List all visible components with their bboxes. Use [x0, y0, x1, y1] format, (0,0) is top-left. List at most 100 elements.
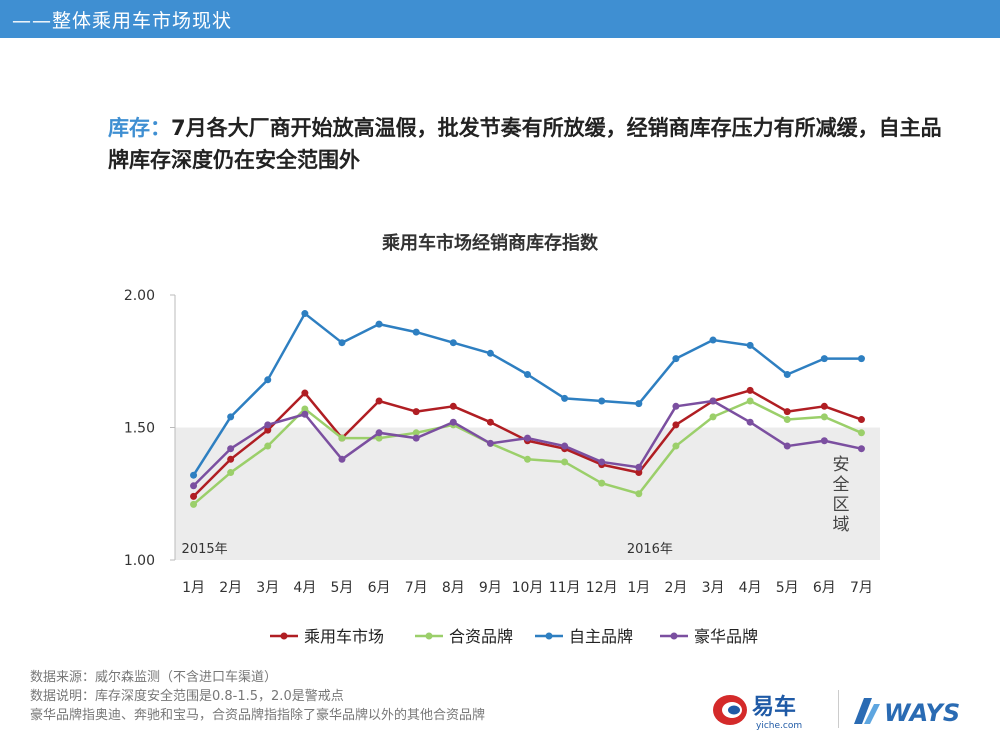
data-point: [375, 320, 383, 328]
data-point: [672, 355, 680, 363]
x-tick-label: 12月: [586, 580, 618, 596]
data-point: [486, 418, 494, 426]
data-point: [301, 405, 309, 413]
legend-label: 乘用车市场: [304, 627, 384, 646]
legend-swatch-dot: [545, 632, 553, 640]
x-tick-label: 10月: [512, 580, 544, 596]
data-point: [227, 413, 235, 421]
footnote-explanation: 数据说明：库存深度安全范围是0.8-1.5，2.0是警戒点: [30, 689, 344, 704]
x-tick-label: 3月: [702, 580, 725, 596]
data-point: [375, 429, 383, 437]
headline-text: 7月各大厂商开始放高温假，批发节奏有所放缓，经销商库存压力有所减缓，自主品牌库存…: [108, 116, 942, 172]
x-tick-label: 6月: [368, 580, 391, 596]
data-point: [338, 455, 346, 463]
data-point: [746, 397, 754, 405]
ways-logo-text: WAYS: [884, 699, 960, 727]
y-tick-label: 1.50: [124, 421, 155, 437]
page-title: ——整体乘用车市场现状: [12, 10, 233, 32]
ways-logo-mark: [854, 698, 872, 724]
legend-swatch-dot: [280, 632, 288, 640]
data-point: [449, 418, 457, 426]
x-tick-label: 8月: [442, 580, 465, 596]
data-point: [709, 397, 717, 405]
x-tick-label: 4月: [293, 580, 316, 596]
data-point: [301, 410, 309, 418]
data-point: [635, 469, 643, 477]
data-point: [635, 463, 643, 471]
data-point: [190, 482, 198, 490]
data-point: [190, 471, 198, 479]
data-point: [635, 400, 643, 408]
data-point: [375, 434, 383, 442]
data-point: [227, 445, 235, 453]
yiche-logo-sub: yiche.com: [756, 721, 802, 731]
data-point: [264, 442, 272, 450]
logo-divider: [838, 690, 839, 728]
x-tick-label: 11月: [549, 580, 581, 596]
data-point: [338, 339, 346, 347]
data-point: [820, 437, 828, 445]
footnote-source: 数据来源：威尔森监测（不含进口车渠道）: [30, 670, 278, 685]
data-point: [709, 413, 717, 421]
data-point: [227, 455, 235, 463]
y-tick-label: 2.00: [124, 288, 155, 304]
data-point: [301, 389, 309, 397]
data-point: [561, 458, 569, 466]
data-point: [857, 445, 865, 453]
data-point: [264, 421, 272, 429]
legend-swatch-dot: [670, 632, 678, 640]
data-point: [375, 397, 383, 405]
x-tick-label: 5月: [776, 580, 799, 596]
x-tick-label: 4月: [739, 580, 762, 596]
legend-label: 自主品牌: [569, 627, 633, 646]
data-point: [524, 371, 531, 378]
data-point: [635, 490, 643, 498]
x-tick-label: 7月: [850, 580, 873, 596]
data-point: [783, 408, 791, 416]
data-point: [338, 434, 346, 442]
data-point: [672, 442, 680, 450]
yiche-logo-text: 易车: [752, 694, 796, 720]
data-point: [709, 336, 717, 344]
headline-key: 库存: [108, 116, 150, 140]
x-tick-label: 1月: [627, 580, 650, 596]
data-point: [783, 442, 791, 450]
data-point: [486, 349, 494, 357]
data-point: [412, 408, 420, 416]
headline-separator: ：: [150, 116, 171, 140]
ways-logo: WAYS: [854, 698, 960, 727]
header-bar: ——整体乘用车市场现状: [0, 0, 1000, 38]
data-point: [190, 492, 198, 500]
data-point: [561, 442, 569, 450]
data-point: [820, 413, 828, 421]
data-point: [486, 439, 494, 447]
data-point: [672, 402, 680, 410]
legend-swatch-dot: [425, 632, 433, 640]
x-tick-label: 9月: [479, 580, 502, 596]
footnote-definition: 豪华品牌指奥迪、奔驰和宝马，合资品牌指指除了豪华品牌以外的其他合资品牌: [30, 708, 486, 723]
safe-zone-label: 安全区域: [833, 455, 850, 535]
data-point: [412, 434, 420, 442]
x-tick-label: 3月: [256, 580, 279, 596]
data-point: [820, 355, 828, 363]
data-point: [857, 355, 865, 363]
data-point: [598, 458, 606, 466]
data-point: [449, 402, 457, 410]
x-tick-label: 2月: [664, 580, 687, 596]
x-tick-label: 2月: [219, 580, 242, 596]
x-tick-label: 1月: [182, 580, 205, 596]
data-point: [524, 455, 531, 463]
data-point: [227, 469, 235, 477]
data-point: [746, 341, 754, 349]
data-point: [524, 434, 531, 442]
data-point: [264, 376, 272, 384]
data-point: [857, 416, 865, 424]
data-point: [746, 386, 754, 394]
y-tick-label: 1.00: [124, 553, 155, 569]
footnotes: 数据来源：威尔森监测（不含进口车渠道） 数据说明：库存深度安全范围是0.8-1.…: [30, 668, 485, 725]
legend-label: 合资品牌: [449, 627, 513, 646]
data-point: [412, 429, 420, 437]
year-label: 2016年: [627, 542, 673, 557]
legend-label: 豪华品牌: [694, 627, 758, 646]
